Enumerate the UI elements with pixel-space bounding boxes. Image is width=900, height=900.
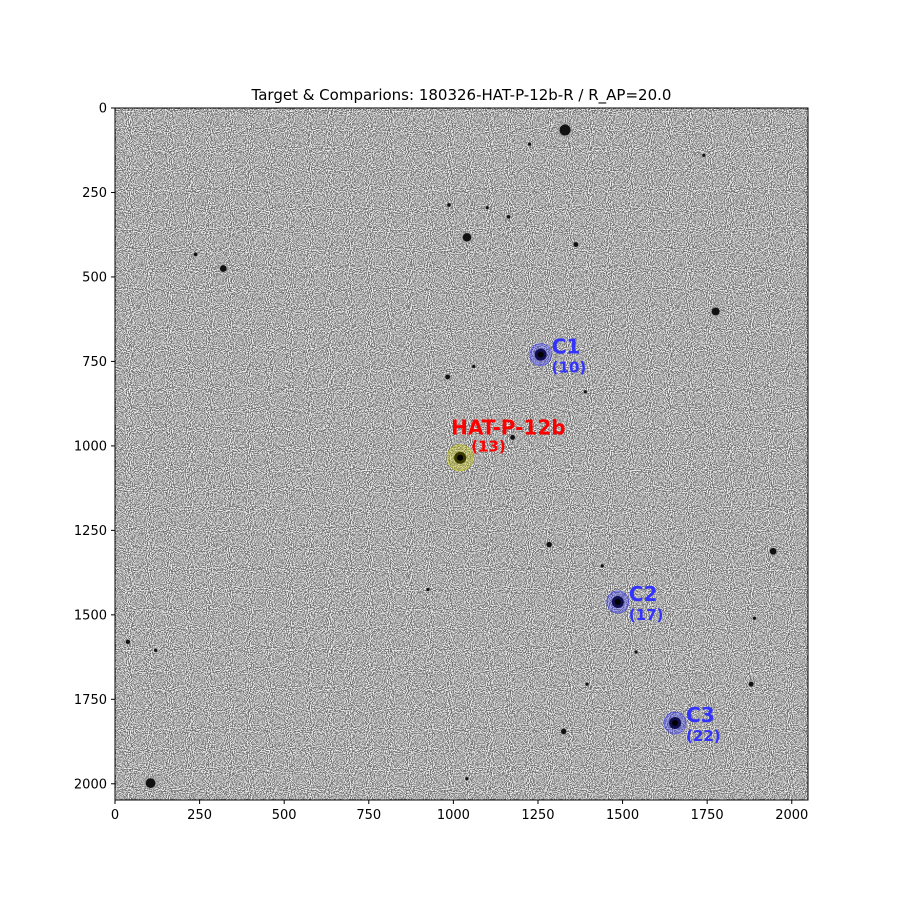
star: [465, 777, 469, 781]
target-labels: HAT-P-12b(13) C1(10) C2(17) C3(22): [451, 335, 720, 745]
y-tick-label: 1000: [74, 439, 107, 454]
y-tick-label: 1500: [74, 608, 107, 623]
target-label: C2: [629, 582, 658, 606]
aperture-label: (13): [471, 438, 506, 456]
chart-title: Target & Comparions: 180326-HAT-P-12b-R …: [251, 86, 672, 105]
star: [447, 203, 451, 207]
target-star-core: [457, 454, 464, 461]
star: [546, 541, 552, 548]
star: [426, 587, 430, 592]
x-axis: 0 250 500 750 1000 1250 1500 1750 2000: [111, 800, 808, 823]
star: [462, 233, 472, 242]
star: [702, 153, 706, 157]
x-tick-label: 1250: [521, 808, 554, 823]
star: [752, 616, 757, 620]
star: [506, 214, 511, 219]
star: [219, 265, 227, 272]
star: [125, 639, 130, 644]
y-tick-label: 0: [99, 102, 107, 117]
star: [583, 390, 587, 394]
target-star-core: [672, 719, 679, 726]
star-field: [124, 121, 779, 791]
star: [711, 307, 720, 316]
x-tick-label: 500: [272, 808, 297, 823]
x-tick-label: 1000: [437, 808, 470, 823]
star: [560, 728, 567, 735]
aperture-markers: [446, 343, 687, 735]
aperture-label: (22): [686, 727, 721, 745]
star: [154, 648, 158, 652]
star: [145, 778, 156, 788]
x-tick-label: 750: [356, 808, 381, 823]
star: [573, 242, 579, 247]
axes-frame: [114, 107, 809, 801]
target-label: C1: [552, 335, 581, 359]
y-tick-label: 750: [82, 355, 107, 370]
x-tick-label: 1750: [691, 808, 724, 823]
target-label: C3: [686, 703, 715, 727]
star: [510, 435, 516, 440]
x-tick-label: 1500: [606, 808, 639, 823]
x-tick-label: 250: [187, 808, 212, 823]
x-tick-label: 2000: [775, 808, 808, 823]
star: [634, 650, 638, 654]
star: [585, 682, 589, 686]
star: [472, 364, 476, 369]
star: [559, 124, 571, 136]
star: [769, 547, 777, 555]
star: [748, 681, 754, 687]
y-tick-label: 500: [82, 270, 107, 285]
star: [445, 374, 451, 380]
x-tick-label: 0: [111, 808, 119, 823]
aperture-label: (10): [552, 359, 587, 377]
y-tick-label: 1750: [74, 693, 107, 708]
image-area: [115, 108, 808, 800]
y-tick-label: 250: [82, 186, 107, 201]
star: [193, 252, 198, 257]
y-tick-label: 1250: [74, 524, 107, 539]
target-label: HAT-P-12b: [451, 416, 565, 440]
star: [527, 142, 532, 146]
y-tick-label: 2000: [74, 777, 107, 792]
star: [600, 564, 604, 568]
target-star-core: [537, 351, 544, 358]
target-star-core: [614, 598, 621, 605]
y-axis: 0 250 500 750 1000 1250 1500 1750 2000: [74, 102, 115, 792]
star: [485, 206, 489, 210]
aperture-label: (17): [629, 606, 664, 624]
